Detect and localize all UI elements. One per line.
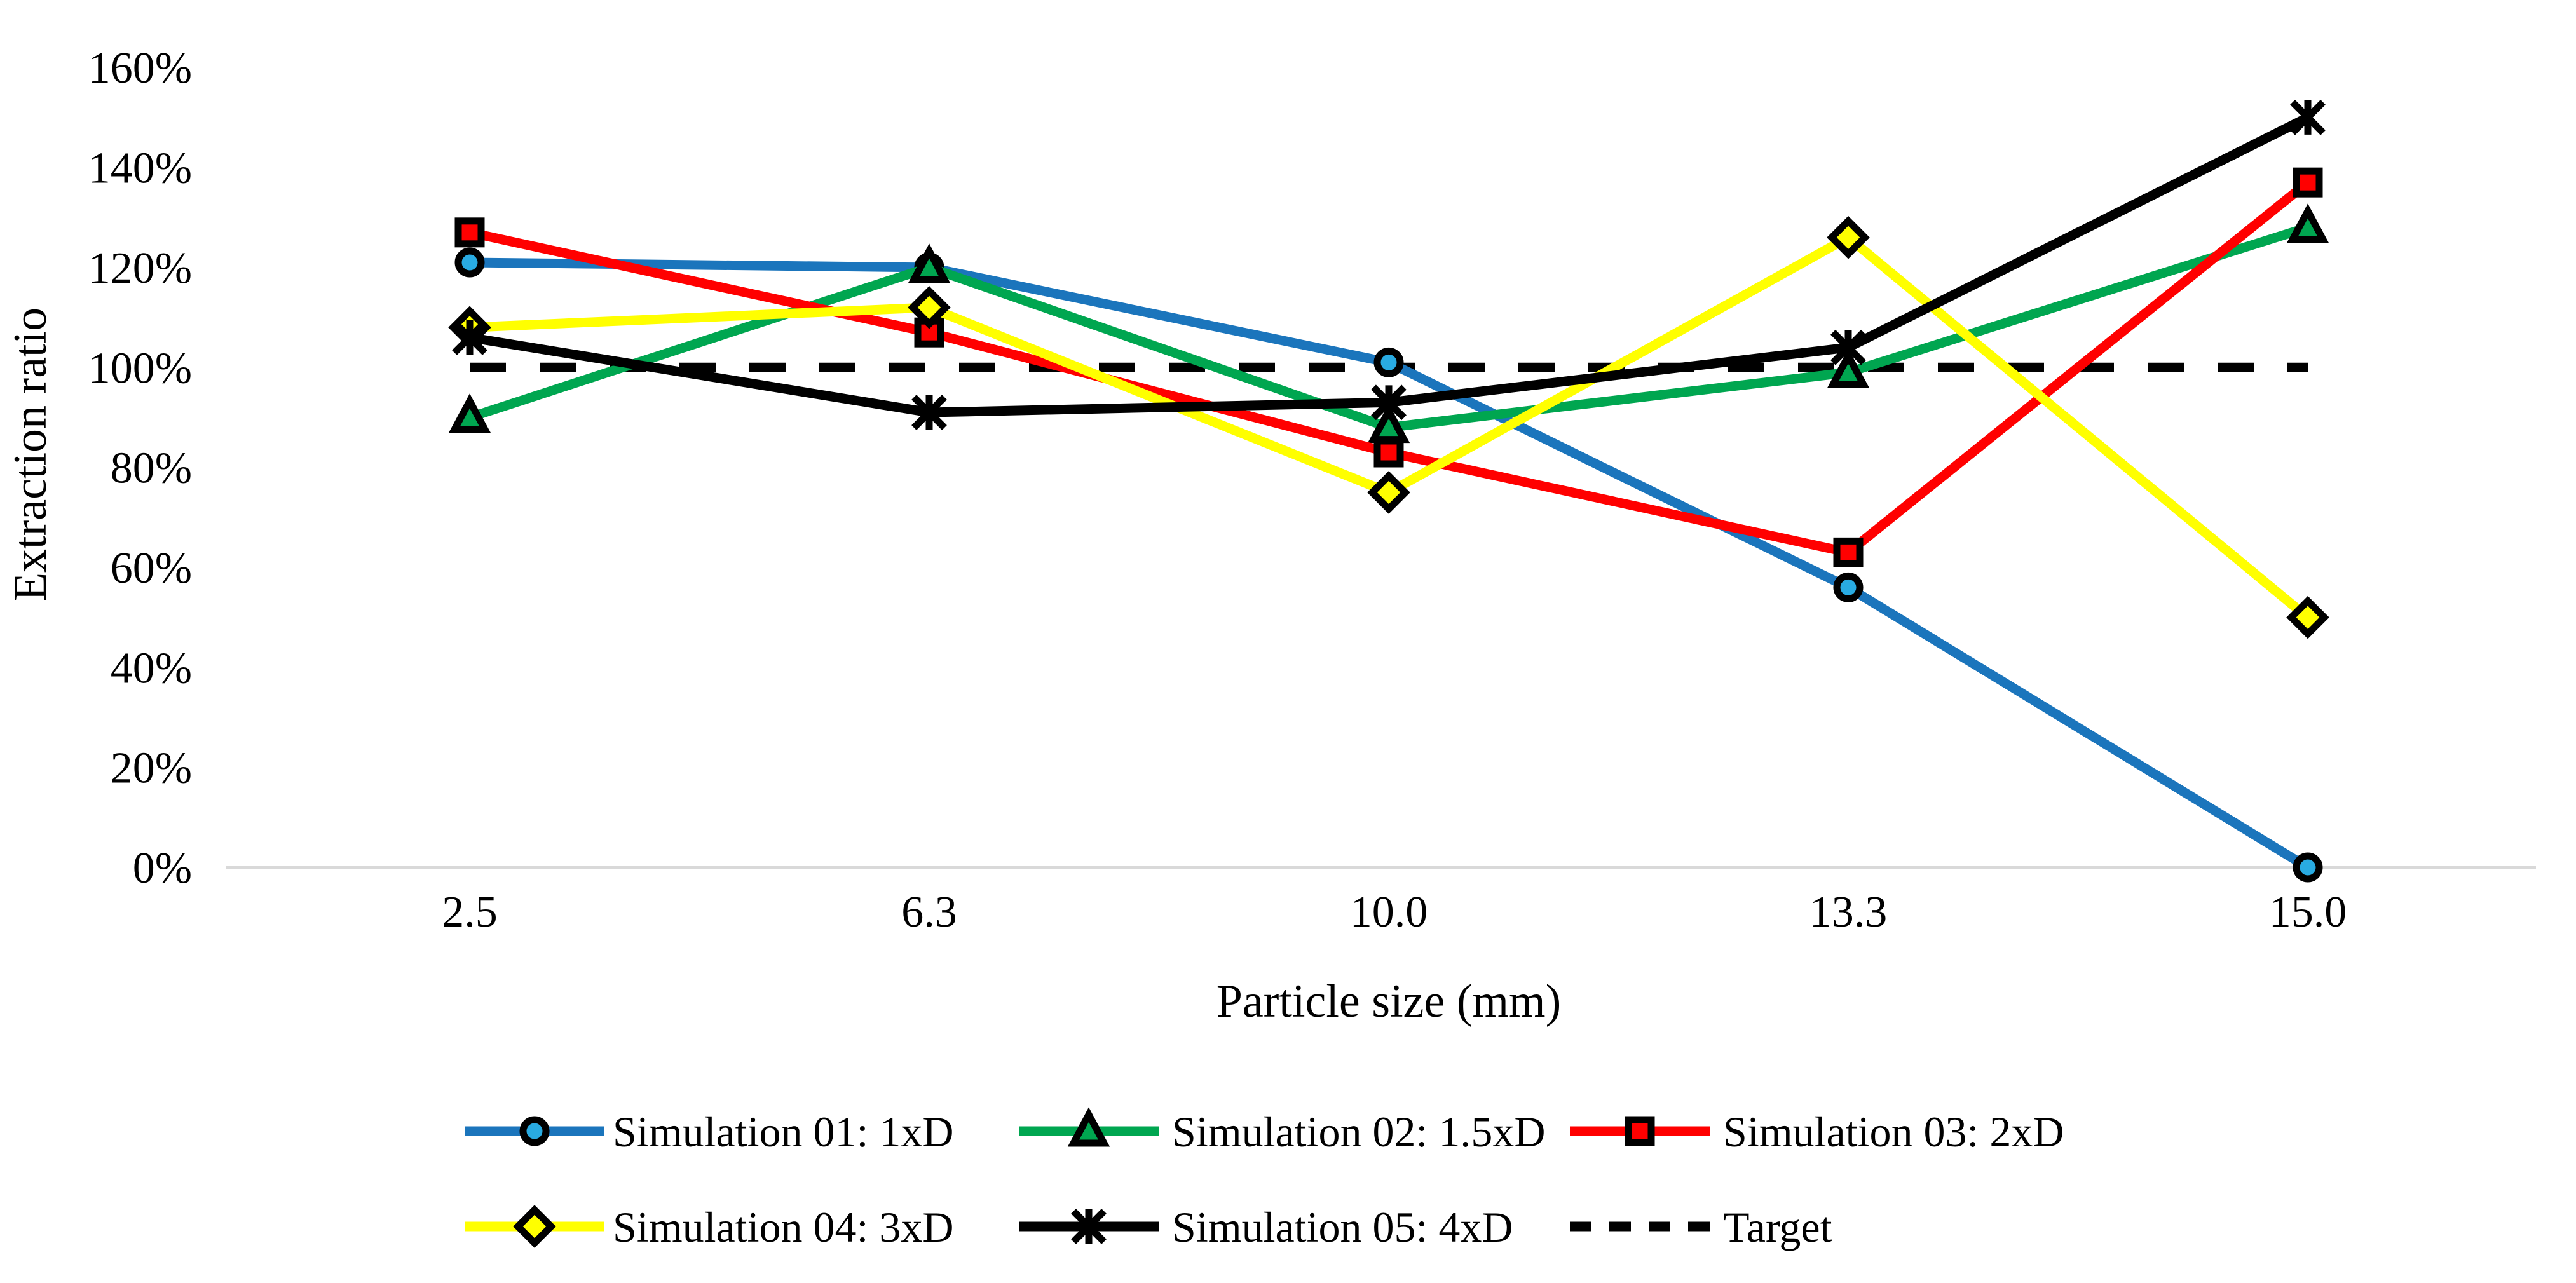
legend: Simulation 01: 1xD Simulation 02: 1.5xD Si…: [465, 1107, 2064, 1251]
data-point-circle-marker: [1833, 572, 1864, 602]
data-point-circle-marker: [1373, 347, 1404, 377]
data-point-circle-marker: [454, 247, 485, 278]
x-tick-label: 6.3: [901, 888, 957, 937]
y-tick-label: 60%: [111, 544, 192, 593]
data-point-square-marker: [2293, 167, 2323, 198]
legend-label: Simulation 02: 1.5xD: [1172, 1108, 1545, 1156]
data-point-diamond-marker: [1367, 471, 1410, 514]
data-point-square-marker: [454, 217, 485, 248]
legend-item: Simulation 01: 1xD: [465, 1108, 953, 1156]
data-point-star-marker: [452, 320, 487, 355]
legend-label: Simulation 05: 4xD: [1172, 1203, 1513, 1251]
axis-ticks: 0% 20% 40% 60% 80% 100% 120% 140% 160% 2.5 6.3 10.0…: [88, 44, 2347, 937]
data-point-triangle-marker: [2286, 203, 2329, 243]
data-point-triangle-marker: [1827, 348, 1870, 388]
legend-diamond-marker: [513, 1205, 556, 1248]
legend-label: Simulation 01: 1xD: [613, 1108, 953, 1156]
y-tick-label: 160%: [88, 44, 192, 93]
x-tick-label: 10.0: [1350, 888, 1428, 937]
legend-item: Simulation 02: 1.5xD: [1019, 1107, 1545, 1156]
data-point-star-marker: [911, 395, 947, 430]
legend-star-marker: [1071, 1209, 1107, 1244]
y-tick-label: 120%: [88, 244, 192, 293]
y-tick-label: 140%: [88, 144, 192, 193]
data-point-square-marker: [1373, 437, 1404, 468]
y-axis-title: Extraction ratio: [4, 308, 57, 601]
data-point-square-marker: [1833, 537, 1864, 567]
legend-label: Target: [1723, 1203, 1832, 1251]
legend-triangle-marker: [1067, 1107, 1110, 1147]
x-tick-label: 2.5: [442, 888, 498, 937]
data-point-diamond-marker: [2286, 595, 2329, 639]
data-point-triangle-marker: [908, 243, 951, 283]
legend-item: Simulation 03: 2xD: [1570, 1108, 2064, 1156]
legend-label: Simulation 03: 2xD: [1723, 1108, 2064, 1156]
series-5: [452, 99, 2326, 430]
series-4: [448, 215, 2329, 639]
data-point-diamond-marker: [1827, 215, 1870, 259]
x-tick-label: 13.3: [1809, 888, 1888, 937]
data-point-diamond-marker: [908, 286, 951, 329]
series-3: [454, 167, 2323, 567]
y-tick-label: 0%: [133, 844, 192, 893]
y-tick-label: 80%: [111, 444, 192, 493]
y-tick-label: 100%: [88, 344, 192, 393]
legend-square-marker: [1625, 1116, 1655, 1146]
y-tick-label: 40%: [111, 644, 192, 693]
data-point-star-marker: [1830, 329, 1866, 365]
y-tick-label: 20%: [111, 744, 192, 793]
plot-area: [226, 99, 2536, 883]
series-1: [454, 247, 2323, 883]
legend-item: Target: [1570, 1203, 1832, 1251]
data-point-star-marker: [2290, 99, 2326, 135]
legend-circle-marker: [519, 1116, 550, 1146]
data-point-triangle-marker: [448, 393, 491, 433]
x-tick-label: 15.0: [2269, 888, 2347, 937]
data-point-circle-marker: [2293, 852, 2323, 883]
legend-label: Simulation 04: 3xD: [613, 1203, 953, 1251]
legend-item: Simulation 05: 4xD: [1019, 1203, 1513, 1251]
data-point-star-marker: [1371, 384, 1407, 421]
x-axis-title: Particle size (mm): [1216, 975, 1561, 1028]
legend-item: Simulation 04: 3xD: [465, 1203, 953, 1251]
